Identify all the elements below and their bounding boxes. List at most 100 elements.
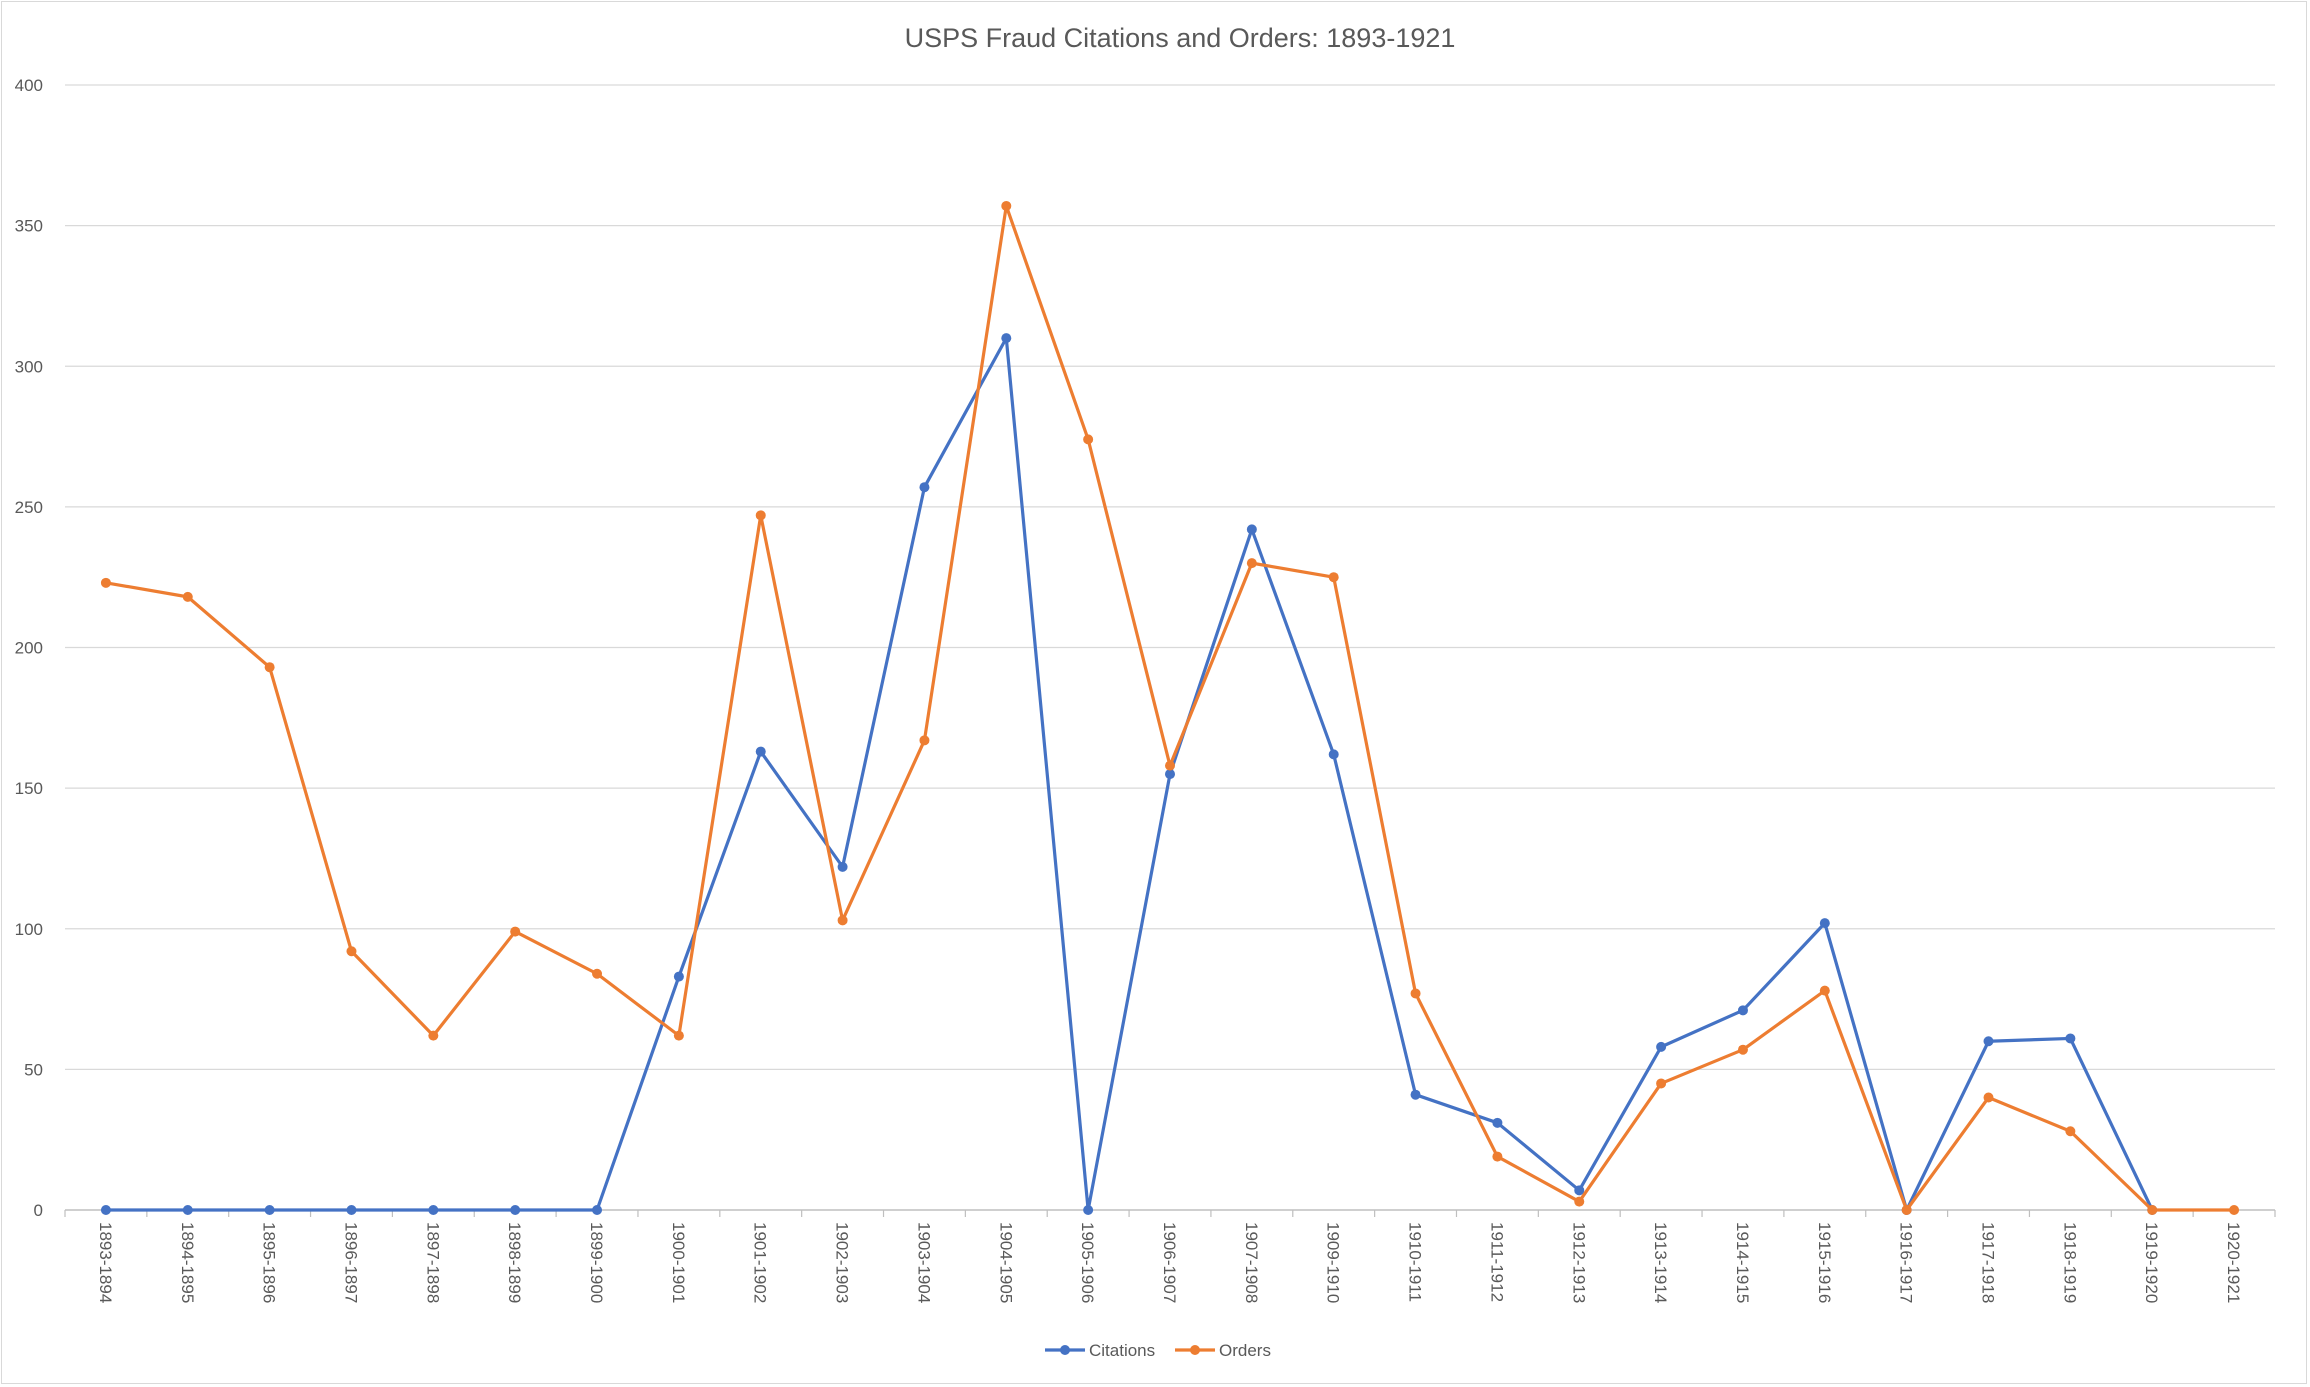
- data-point-orders: [182, 591, 193, 602]
- data-point-citations: [510, 1205, 521, 1215]
- series-orders: [100, 200, 2240, 1215]
- data-point-orders: [2147, 1205, 2158, 1215]
- data-point-citations: [1574, 1185, 1585, 1196]
- data-point-orders: [919, 735, 930, 746]
- y-tick-label: 400: [15, 76, 43, 95]
- data-point-orders: [2229, 1205, 2240, 1215]
- x-tick-label: 1898-1899: [505, 1222, 524, 1303]
- legend: Citations Orders: [1045, 1341, 1271, 1360]
- series-line-orders: [105, 204, 2235, 1212]
- data-point-orders: [2065, 1126, 2076, 1137]
- x-tick-label: 1897-1898: [423, 1222, 442, 1303]
- data-point-orders: [346, 946, 357, 957]
- legend-label: Citations: [1089, 1341, 1155, 1360]
- legend-item-citations: Citations: [1045, 1341, 1155, 1360]
- chart-title: USPS Fraud Citations and Orders: 1893-19…: [905, 23, 1456, 53]
- data-point-citations: [755, 746, 766, 757]
- x-tick-label: 1896-1897: [341, 1222, 360, 1303]
- data-point-orders: [592, 968, 603, 979]
- legend-swatch-marker: [1190, 1345, 1200, 1355]
- x-tick-label: 1916-1917: [1897, 1222, 1916, 1303]
- data-point-orders: [1328, 572, 1339, 583]
- y-tick-label: 150: [15, 779, 43, 798]
- x-tick-label: 1910-1911: [1406, 1222, 1425, 1302]
- legend-swatch-marker: [1060, 1345, 1070, 1355]
- x-tick-label: 1894-1895: [178, 1222, 197, 1303]
- x-tick-label: 1893-1894: [96, 1222, 115, 1303]
- data-point-orders: [1656, 1078, 1667, 1089]
- data-point-orders: [1901, 1205, 1912, 1215]
- data-point-orders: [1083, 434, 1094, 445]
- legend-item-orders: Orders: [1175, 1341, 1271, 1360]
- data-point-citations: [1001, 333, 1012, 344]
- data-point-citations: [673, 971, 684, 982]
- data-point-citations: [592, 1205, 603, 1215]
- data-point-citations: [2065, 1033, 2076, 1044]
- x-tick-label: 1900-1901: [669, 1222, 688, 1303]
- y-axis-ticks: 0 50 100 150 200 250 300 350 400: [15, 76, 43, 1220]
- x-tick-label: 1912-1913: [1569, 1222, 1588, 1303]
- data-point-citations: [1983, 1036, 1994, 1047]
- y-tick-label: 0: [34, 1201, 43, 1220]
- series-citations: [100, 333, 2158, 1215]
- data-point-citations: [1328, 749, 1339, 760]
- gridlines: [65, 84, 2275, 1211]
- legend-label: Orders: [1219, 1341, 1271, 1360]
- x-tick-label: 1920-1921: [2224, 1222, 2243, 1303]
- data-point-orders: [510, 926, 521, 937]
- data-point-citations: [182, 1205, 193, 1215]
- data-point-citations: [1737, 1005, 1748, 1016]
- data-point-citations: [837, 861, 848, 872]
- data-point-citations: [1246, 524, 1257, 535]
- y-tick-label: 50: [24, 1060, 43, 1079]
- y-tick-label: 250: [15, 498, 43, 517]
- x-tick-label: 1901-1902: [751, 1222, 770, 1303]
- x-tick-label: 1906-1907: [1160, 1222, 1179, 1303]
- data-point-orders: [1492, 1151, 1503, 1162]
- data-point-citations: [428, 1205, 439, 1215]
- data-point-citations: [346, 1205, 357, 1215]
- data-point-orders: [1001, 200, 1012, 211]
- x-tick-label: 1915-1916: [1815, 1222, 1834, 1303]
- data-point-citations: [1165, 769, 1175, 780]
- data-point-orders: [1574, 1196, 1585, 1207]
- y-tick-label: 300: [15, 357, 43, 376]
- data-point-orders: [428, 1030, 439, 1041]
- x-tick-label: 1909-1910: [1324, 1222, 1343, 1303]
- x-tick-label: 1913-1914: [1651, 1222, 1670, 1303]
- x-tick-label: 1914-1915: [1733, 1222, 1752, 1303]
- x-tick-label: 1917-1918: [1979, 1222, 1998, 1303]
- x-tick-label: 1899-1900: [587, 1222, 606, 1303]
- data-point-citations: [1819, 918, 1830, 929]
- data-point-orders: [1819, 985, 1830, 996]
- x-tick-label: 1918-1919: [2060, 1222, 2079, 1303]
- x-tick-label: 1902-1903: [833, 1222, 852, 1303]
- data-point-orders: [1165, 760, 1175, 771]
- data-point-orders: [1983, 1092, 1994, 1103]
- x-tick-label: 1919-1920: [2142, 1222, 2161, 1303]
- data-point-citations: [1656, 1041, 1667, 1052]
- x-tick-label: 1904-1905: [996, 1222, 1015, 1303]
- x-tick-label: 1903-1904: [914, 1222, 933, 1303]
- x-axis-ticks: 1893-1894 1894-1895 1895-1896 1896-1897 1897…: [96, 1222, 2243, 1303]
- y-tick-label: 350: [15, 217, 43, 236]
- series-line-citations: [105, 336, 2154, 1212]
- x-tick-label: 1911-1912: [1487, 1222, 1506, 1302]
- x-tick-label: 1895-1896: [260, 1222, 279, 1303]
- data-point-orders: [837, 915, 848, 926]
- data-point-orders: [673, 1030, 684, 1041]
- data-point-orders: [100, 577, 111, 588]
- x-tick-label: 1905-1906: [1078, 1222, 1097, 1303]
- x-tick-label: 1907-1908: [1242, 1222, 1261, 1303]
- data-point-citations: [264, 1205, 275, 1215]
- data-point-citations: [1083, 1205, 1094, 1215]
- data-point-orders: [1410, 988, 1421, 999]
- data-point-orders: [1737, 1044, 1748, 1055]
- data-point-citations: [1492, 1117, 1503, 1128]
- data-point-orders: [755, 510, 766, 521]
- data-point-orders: [264, 662, 275, 673]
- data-point-citations: [100, 1205, 111, 1215]
- series-group: [100, 200, 2240, 1215]
